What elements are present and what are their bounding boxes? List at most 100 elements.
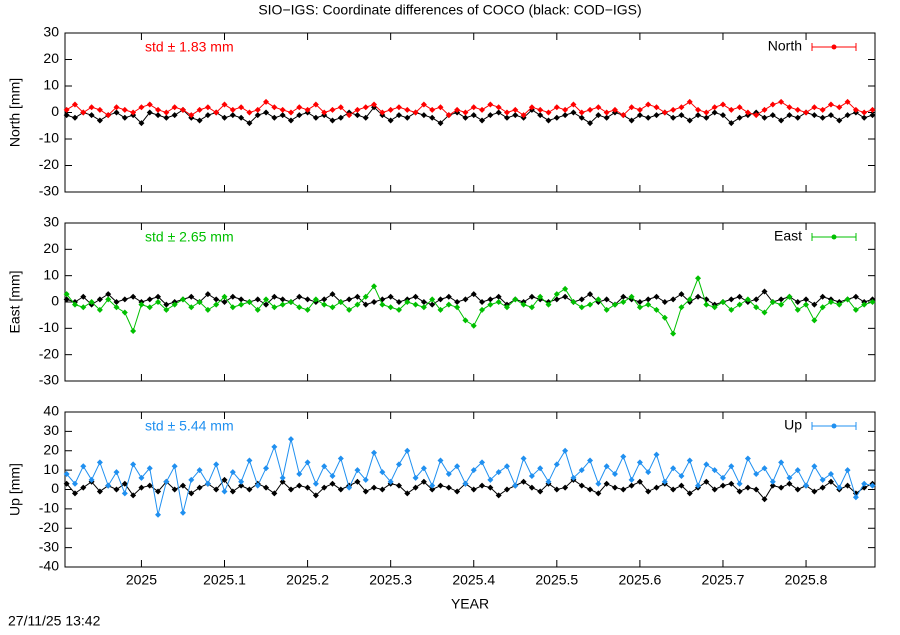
data-point	[88, 299, 95, 305]
data-point	[362, 488, 369, 495]
data-point	[736, 480, 743, 487]
data-point	[121, 309, 128, 316]
data-point	[503, 304, 510, 311]
data-point	[537, 112, 544, 119]
data-point	[96, 488, 103, 495]
data-point	[221, 101, 228, 108]
y-tick-label: 0	[51, 103, 59, 119]
data-point	[296, 304, 303, 311]
data-point	[354, 106, 361, 113]
data-point	[429, 296, 436, 303]
data-point	[761, 496, 768, 503]
data-point	[587, 301, 594, 308]
data-point	[769, 482, 776, 489]
data-point	[678, 304, 685, 311]
data-point	[744, 109, 751, 116]
data-point	[736, 488, 743, 495]
data-point	[495, 104, 502, 111]
data-point	[578, 304, 585, 311]
data-point	[537, 465, 544, 472]
data-point	[296, 104, 303, 111]
data-point	[271, 304, 278, 311]
data-point	[71, 480, 78, 487]
data-point	[636, 478, 643, 485]
data-point	[412, 301, 419, 308]
data-point	[553, 291, 560, 298]
data-point	[346, 484, 353, 491]
data-point	[362, 476, 369, 483]
data-point	[296, 293, 303, 300]
data-point	[620, 112, 627, 119]
data-point	[711, 467, 718, 474]
data-point	[628, 104, 635, 111]
data-point	[470, 112, 477, 119]
data-point	[304, 459, 311, 466]
data-point	[778, 459, 785, 466]
data-point	[329, 117, 336, 124]
data-point	[836, 104, 843, 111]
data-point	[562, 285, 569, 292]
data-point	[686, 490, 693, 497]
chart-title: SIO−IGS: Coordinate differences of COCO …	[258, 2, 641, 18]
data-point	[188, 476, 195, 483]
data-point	[329, 304, 336, 311]
data-point	[196, 106, 203, 113]
data-point	[861, 480, 868, 487]
data-point	[819, 484, 826, 491]
data-point	[495, 469, 502, 476]
data-point	[728, 296, 735, 303]
data-point	[155, 488, 162, 495]
data-point	[811, 488, 818, 495]
data-point	[221, 293, 228, 300]
data-point	[753, 304, 760, 311]
data-point	[204, 291, 211, 298]
data-point	[337, 104, 344, 111]
data-point	[213, 109, 220, 116]
data-point	[287, 109, 294, 116]
data-point	[321, 484, 328, 491]
data-point	[420, 299, 427, 305]
data-point	[130, 492, 137, 499]
data-point	[728, 120, 735, 127]
data-point	[279, 478, 286, 485]
data-point	[636, 299, 643, 305]
data-point	[503, 463, 510, 470]
x-tick-label: 2025.5	[535, 572, 578, 588]
x-tick-label: 2025.3	[369, 572, 412, 588]
data-point	[188, 490, 195, 497]
data-point	[229, 112, 236, 119]
data-point	[736, 114, 743, 121]
data-point	[528, 472, 535, 479]
legend-label: East	[774, 228, 802, 244]
data-point	[495, 293, 502, 300]
data-point	[553, 461, 560, 468]
data-point	[304, 484, 311, 491]
legend-label: North	[768, 38, 802, 54]
data-point	[470, 486, 477, 493]
data-point	[146, 304, 153, 311]
data-point	[362, 293, 369, 300]
data-point	[395, 461, 402, 468]
data-point	[736, 301, 743, 308]
data-point	[63, 112, 70, 119]
data-point	[246, 299, 253, 305]
data-point	[105, 291, 112, 298]
data-point	[379, 301, 386, 308]
data-point	[620, 293, 627, 300]
data-point	[753, 486, 760, 493]
data-point	[562, 112, 569, 119]
data-point	[404, 299, 411, 305]
y-tick-label: 30	[43, 422, 59, 438]
data-point	[803, 109, 810, 116]
data-point	[479, 459, 486, 466]
data-point	[88, 476, 95, 483]
data-point	[636, 304, 643, 311]
data-point	[728, 306, 735, 313]
data-point	[678, 104, 685, 111]
timestamp: 27/11/25 13:42	[8, 613, 101, 629]
data-point	[836, 117, 843, 124]
data-point	[312, 492, 319, 499]
data-point	[462, 317, 469, 324]
y-tick-label: 20	[43, 50, 59, 66]
y-tick-label: 20	[43, 240, 59, 256]
